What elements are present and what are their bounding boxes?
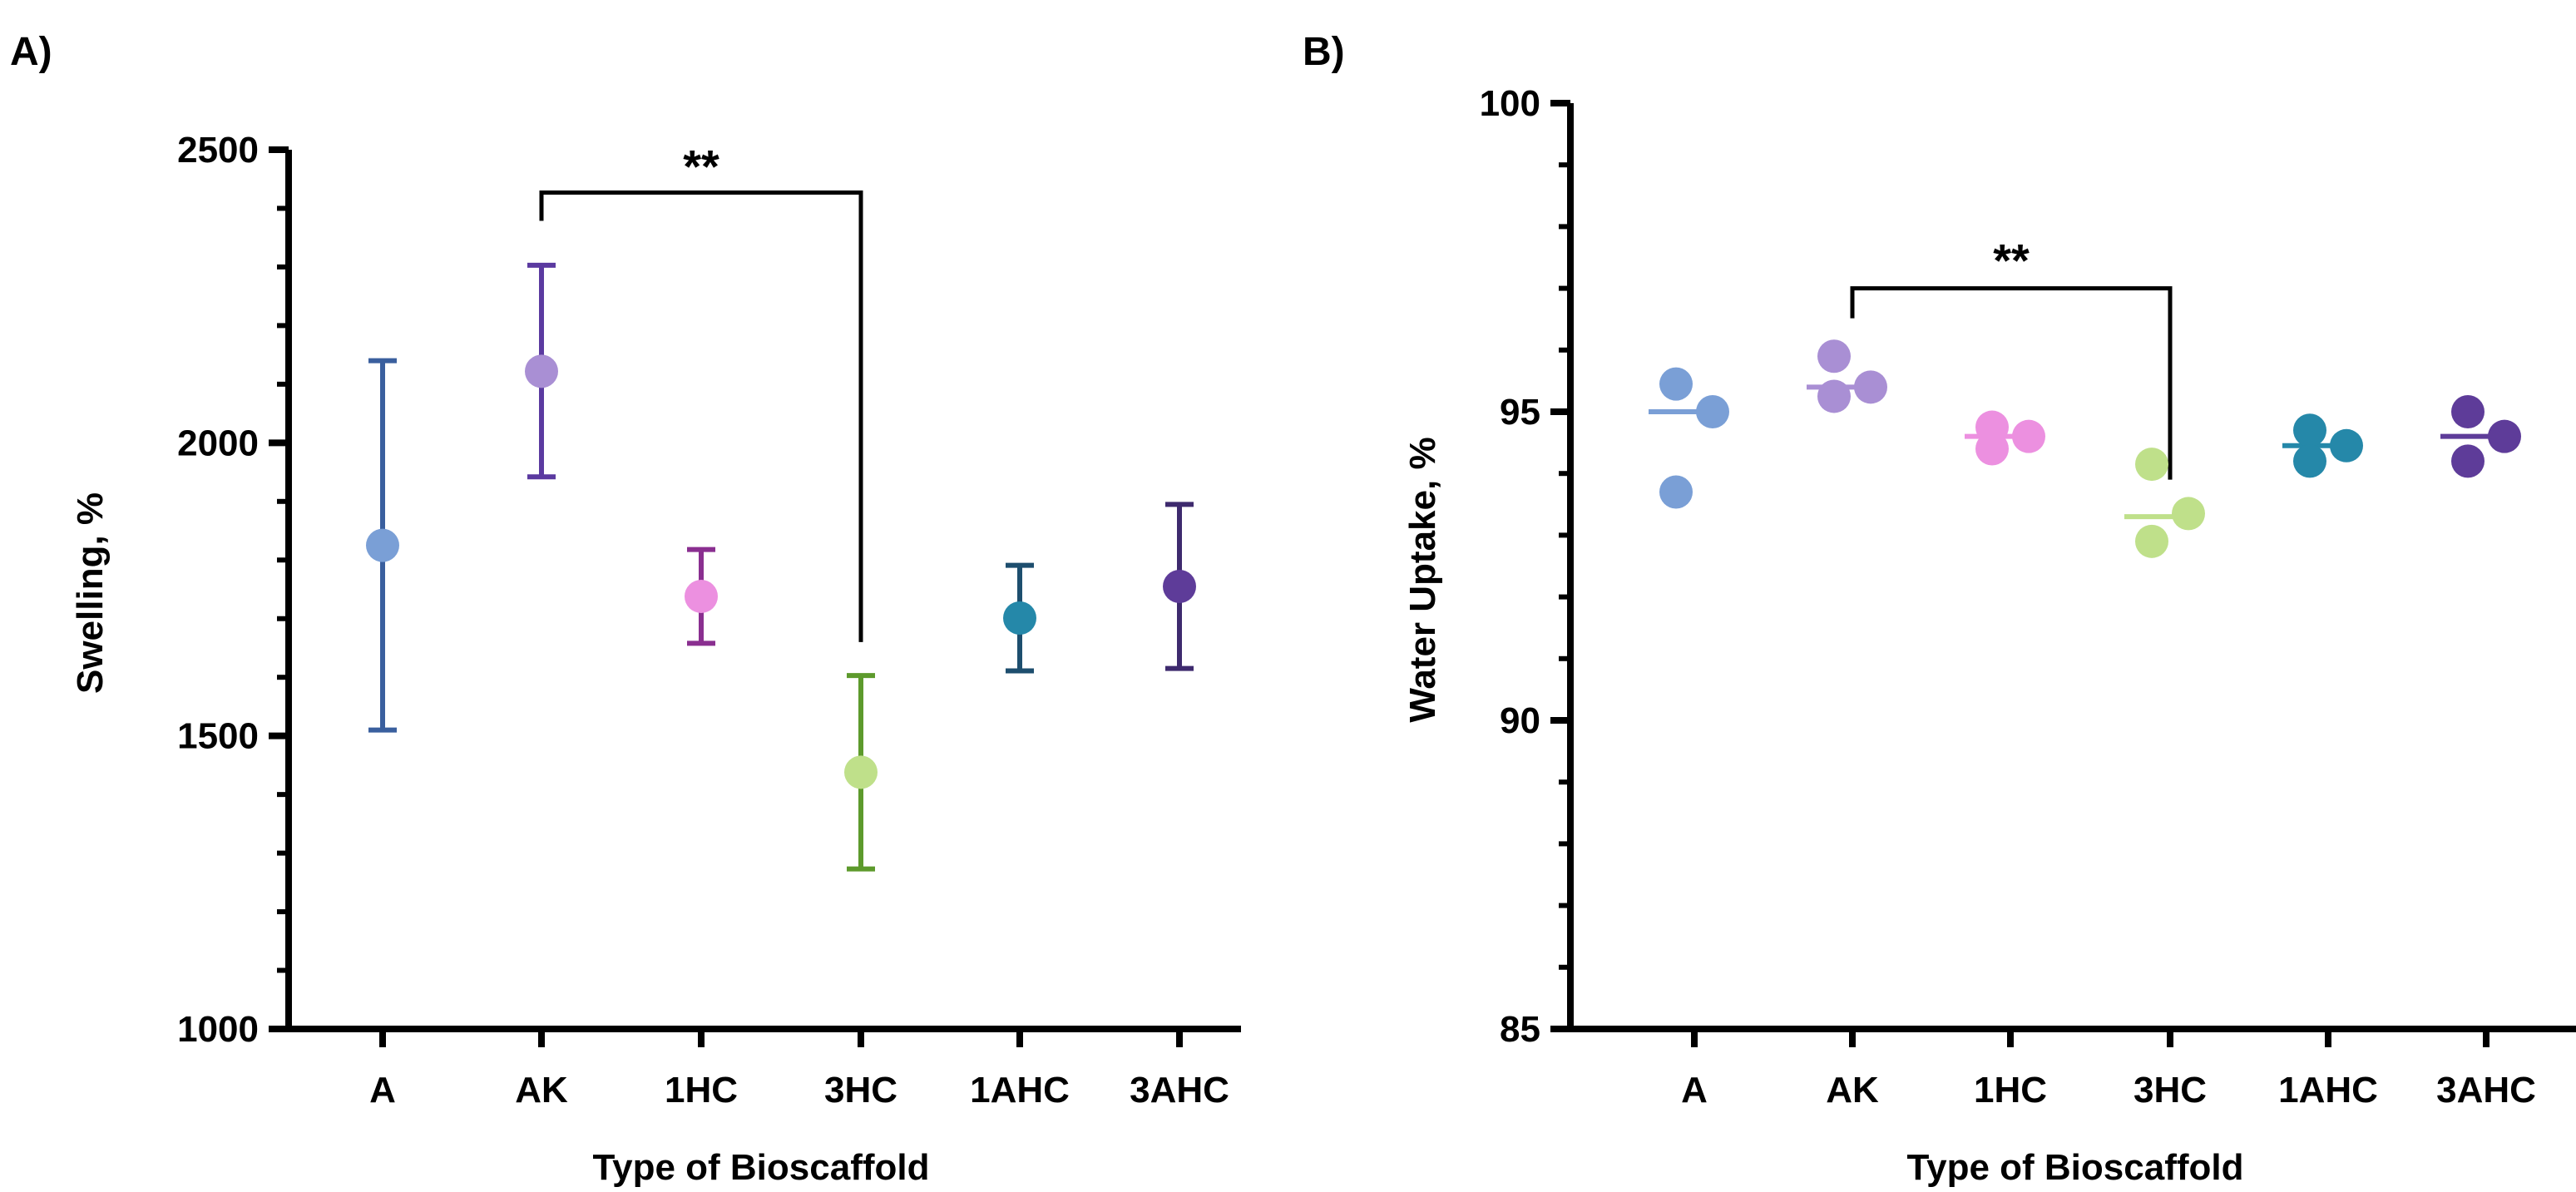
mean-marker (844, 755, 878, 789)
data-point (2488, 419, 2521, 453)
panel-b-group-3hc (2124, 448, 2205, 558)
data-point (2293, 444, 2326, 478)
mean-marker (685, 579, 718, 613)
panel-b-x-ticks: A AK 1HC 3HC 1AHC 3AHC (1681, 1029, 2536, 1110)
panel-a-point-1hc (685, 547, 718, 646)
panel-b-x-tick-label-3hc: 3HC (2133, 1070, 2207, 1110)
data-point (2135, 524, 2168, 558)
panel-a-x-ticks: A AK 1HC 3HC 1AHC 3AHC (369, 1029, 1229, 1110)
data-point (1659, 367, 1693, 401)
panel-b-x-tick-label-1ahc: 1AHC (2278, 1070, 2378, 1110)
data-point (2135, 448, 2168, 482)
panel-a-y-tick-label-2: 2000 (177, 423, 259, 463)
panel-a-point-1ahc (1003, 562, 1036, 674)
panel-a-significance: ** (539, 140, 863, 642)
panel-a-point-ak (525, 262, 558, 480)
significance-bracket-0 (539, 190, 863, 642)
panel-b-y-axis-title: Water Uptake, % (1402, 437, 1443, 722)
data-point (2012, 419, 2045, 453)
data-point (2172, 497, 2205, 531)
panel-a-x-tick-label-1ahc: 1AHC (970, 1070, 1070, 1110)
data-point (2451, 395, 2485, 428)
significance-label-0: ** (1993, 235, 2030, 287)
data-point (1659, 475, 1693, 509)
data-point (1817, 379, 1851, 413)
data-point (2330, 428, 2363, 462)
panel-a-y-ticks: 1000 1500 2000 2500 (177, 130, 289, 1050)
panel-b-y-minor-ticks (1559, 162, 1570, 970)
panel-a-y-tick-label-0: 1000 (177, 1009, 259, 1050)
data-point (1696, 395, 1729, 428)
data-point (2293, 413, 2326, 448)
panel-b-y-tick-label-3: 100 (1480, 83, 1540, 124)
panel-a-point-3hc (844, 673, 878, 872)
panel-a-point-a (366, 358, 399, 733)
panel-b-significance: ** (1850, 235, 2173, 480)
panel-b-x-tick-label-ak: AK (1826, 1070, 1879, 1110)
panel-a-y-axis-title: Swelling, % (70, 492, 111, 694)
panel-b-y-ticks: 85 90 95 100 (1480, 83, 1570, 1050)
panel-a-x-tick-label-3hc: 3HC (824, 1070, 897, 1110)
panel-b-letter: B) (1303, 30, 1345, 74)
data-point (1817, 339, 1851, 373)
significance-bracket-0 (1850, 286, 2173, 480)
panel-b-group-3ahc (2440, 395, 2521, 478)
panel-a-y-tick-label-3: 2500 (177, 130, 259, 171)
panel-a-point-3ahc (1163, 502, 1196, 671)
panel-a: A) 1000 1500 2000 2500 A AK 1HC 3HC 1AHC 3AHC **… (10, 30, 1241, 1188)
mean-marker (525, 354, 558, 388)
panel-a-x-tick-label-ak: AK (515, 1070, 568, 1110)
mean-marker (1163, 569, 1196, 603)
panel-a-x-axis-title: Type of Bioscaffold (593, 1147, 930, 1188)
panel-b-group-a (1649, 367, 1729, 509)
panel-a-x-tick-label-a: A (369, 1070, 396, 1110)
data-point (2451, 444, 2485, 478)
panel-a-data-marks (366, 262, 1196, 872)
data-point (1854, 370, 1887, 404)
mean-marker (1003, 601, 1036, 636)
panel-b-x-tick-label-1hc: 1HC (1974, 1070, 2047, 1110)
panel-b-data-marks (1649, 339, 2521, 558)
panel-b-y-tick-label-1: 90 (1500, 700, 1540, 741)
panel-b-y-tick-label-2: 95 (1500, 392, 1540, 433)
mean-marker (366, 528, 399, 562)
panel-a-y-tick-label-1: 1500 (177, 716, 259, 757)
data-point (1975, 410, 2009, 444)
panel-b-group-1ahc (2282, 413, 2363, 478)
panel-b-group-1hc (1965, 410, 2045, 466)
panel-b-group-ak (1807, 339, 1887, 413)
panel-a-x-tick-label-1hc: 1HC (665, 1070, 738, 1110)
panel-b-x-tick-label-3ahc: 3AHC (2436, 1070, 2536, 1110)
panel-b: B) 85 90 95 100 A AK 1HC 3HC 1AHC 3AHC ** Water … (1303, 30, 2576, 1188)
panel-a-letter: A) (10, 30, 52, 74)
panel-b-x-axis-title: Type of Bioscaffold (1907, 1147, 2244, 1188)
panel-a-x-tick-label-3ahc: 3AHC (1130, 1070, 1229, 1110)
panel-a-y-minor-ticks (277, 205, 289, 973)
panel-b-x-tick-label-a: A (1681, 1070, 1708, 1110)
panel-b-y-tick-label-0: 85 (1500, 1009, 1540, 1050)
significance-label-0: ** (683, 140, 719, 192)
